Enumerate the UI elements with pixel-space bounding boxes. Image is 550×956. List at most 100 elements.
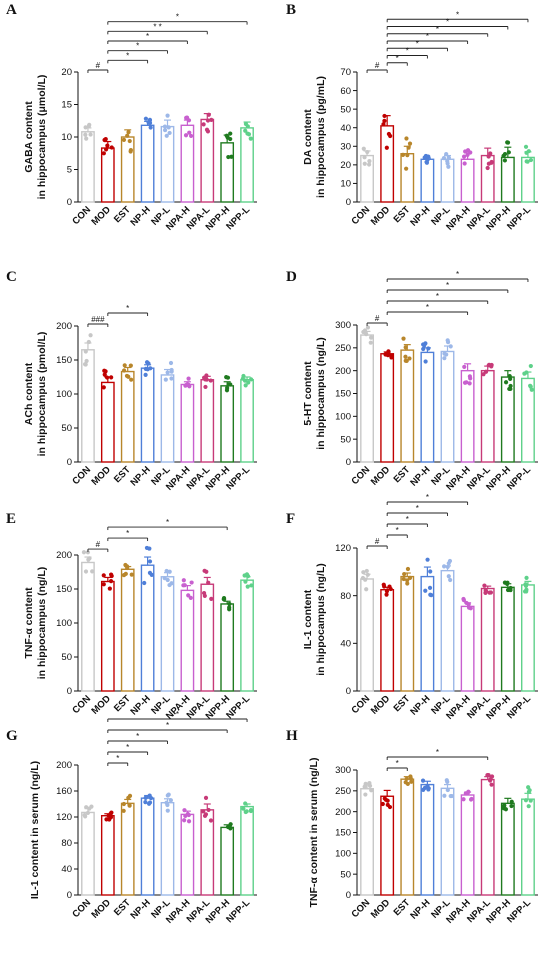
data-point [422,343,427,348]
bar-MOD [100,147,115,203]
data-point [182,583,187,588]
data-point [121,808,126,813]
x-tick-label: NP-H [408,464,432,488]
data-point [384,589,390,594]
data-point [246,380,251,385]
data-point [186,819,192,824]
bar-NPP-H [220,603,235,692]
data-point [241,806,246,811]
y-tick-label: 0 [67,457,72,468]
significance-label: * [406,515,409,524]
data-point [522,589,528,594]
data-point [528,363,533,369]
data-point [122,363,127,368]
data-point [401,576,406,582]
data-point [364,568,369,574]
data-point [186,376,191,381]
data-point [402,571,407,577]
y-tick-label: 0 [67,686,72,697]
data-point [403,354,408,359]
bar-NPP-H [500,586,515,692]
data-point [165,793,170,798]
data-point [146,801,152,806]
significance-label: * [446,18,449,27]
bar-NPA-H [460,158,475,203]
significance-label: * [426,303,429,312]
data-point [367,159,372,164]
panel-E: E 0 50 100 150 200 TNF-α content in hippocampus… [6,511,257,722]
data-point [382,113,387,119]
data-point [182,818,187,823]
bar-NP-L [160,374,175,463]
data-point [245,584,250,589]
data-point [445,338,450,343]
data-point [81,550,87,555]
panel-A: A 0 5 10 15 20 GABA content in hippocampus (μmo… [6,2,257,233]
data-point [445,564,450,570]
x-tick-label: NP-H [408,204,432,228]
data-point [168,798,174,803]
significance-label: * [406,47,409,56]
data-point [186,812,191,818]
data-point [502,158,508,163]
y-axis-label: DA content [302,109,314,165]
y-tick-label: 70 [340,67,351,78]
data-point [526,804,531,809]
data-point [221,597,226,602]
data-point [461,154,467,159]
data-point [209,117,214,122]
data-point [426,787,431,792]
y-tick-label: 20 [61,67,72,78]
x-tick-label: CON [349,464,372,487]
y-tick-label: 40 [340,639,351,650]
y-tick-label: 200 [56,321,72,332]
data-point [442,351,447,356]
data-point [423,359,428,364]
x-tick-label: CON [70,693,93,716]
bar-NPP-L [521,798,535,896]
data-point [162,124,168,129]
y-tick-label: 15 [61,100,72,111]
data-point [363,577,368,582]
data-point [369,788,374,793]
data-point [522,371,527,376]
data-point [147,117,153,122]
data-point [528,157,534,163]
data-point [203,795,209,800]
significance-label: * [176,13,179,22]
data-point [365,325,371,330]
data-point [147,546,152,551]
significance-label: * [426,493,429,502]
significance-label: * [146,32,149,41]
data-point [101,385,106,390]
data-point [203,812,209,817]
y-tick-label: 250 [335,343,351,354]
data-point [505,581,510,586]
data-point [147,559,153,564]
bar-EST [400,349,415,463]
data-point [226,154,231,160]
bar-NPP-L [521,584,535,692]
data-point [505,140,511,145]
data-point [227,601,232,607]
bar-MOD [100,381,115,463]
bar-NPA-H [460,369,475,463]
data-point [362,328,368,333]
y-axis-label: in hippocampus (ng/L) [315,337,327,450]
data-point [165,577,170,583]
data-point [523,798,529,803]
data-point [101,151,106,156]
panel-F: F 0 40 80 120 IL-1 content in hippocampus (ng/… [286,493,538,722]
bar-NPA-L [200,809,215,896]
data-point [127,803,132,808]
data-point [444,778,449,783]
data-point [165,113,170,118]
data-point [445,787,450,793]
data-point [143,795,148,801]
data-point [208,818,214,823]
data-point [126,130,131,135]
data-point [83,125,88,130]
y-tick-label: 5 [67,165,72,176]
bar-CON [81,561,95,692]
significance-label: * [436,292,439,301]
